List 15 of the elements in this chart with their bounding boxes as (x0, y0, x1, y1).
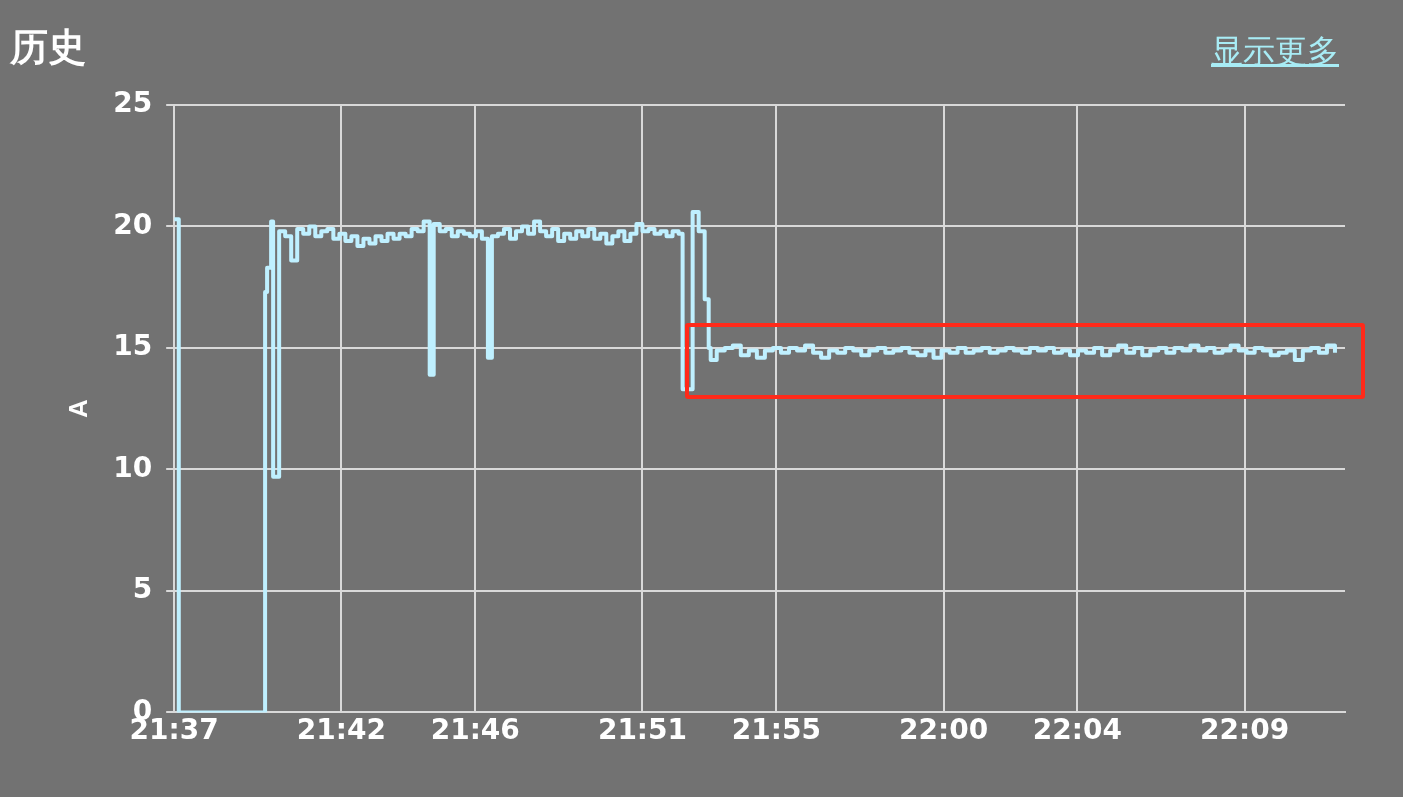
x-tick-label: 21:46 (430, 713, 520, 747)
y-tick-label: 25 (113, 86, 153, 120)
y-tick-label: 5 (132, 572, 153, 606)
y-tick-label: 15 (113, 329, 153, 363)
x-tick-label: 22:04 (1032, 713, 1122, 747)
y-axis-title: A (62, 399, 93, 419)
chart-title: 历史 (10, 24, 86, 71)
x-tick-label: 21:55 (731, 713, 821, 747)
x-tick-label: 22:09 (1200, 713, 1290, 747)
x-tick-label: 21:42 (296, 713, 386, 747)
y-tick-label: 10 (113, 450, 153, 484)
text: 显示更多 (1211, 31, 1339, 72)
y-tick-label: 20 (113, 207, 153, 241)
x-tick-label: 22:00 (898, 713, 989, 747)
x-tick-label: 21:51 (597, 713, 688, 747)
